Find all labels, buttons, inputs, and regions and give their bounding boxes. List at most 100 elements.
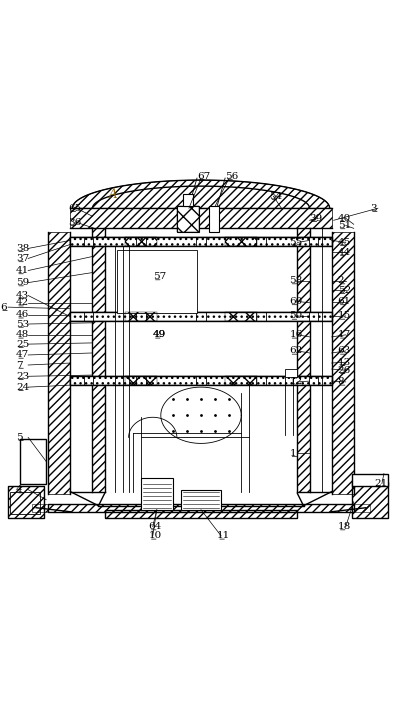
Text: 6: 6	[0, 303, 6, 312]
Bar	[70, 376, 331, 385]
Bar	[8, 486, 44, 518]
Text: 48: 48	[16, 331, 29, 339]
Text: 54: 54	[269, 191, 282, 201]
Text: 1: 1	[289, 449, 295, 458]
Text: 53: 53	[16, 320, 29, 329]
Bar	[176, 206, 198, 232]
Bar	[256, 376, 265, 385]
Bar	[136, 237, 145, 245]
Text: 41: 41	[16, 266, 29, 275]
Text: 49: 49	[152, 331, 166, 339]
Bar	[70, 237, 331, 245]
Text: 38: 38	[16, 244, 29, 253]
Text: 17: 17	[337, 331, 350, 339]
Text: 11: 11	[217, 531, 230, 540]
Bar	[20, 440, 46, 484]
Bar	[70, 312, 331, 321]
Bar	[308, 376, 318, 385]
Bar	[104, 510, 297, 518]
Text: 63: 63	[337, 347, 350, 355]
Text: 37: 37	[16, 254, 29, 263]
Bar	[116, 251, 196, 313]
Bar	[70, 376, 331, 385]
Bar	[285, 369, 297, 377]
Text: 39: 39	[309, 214, 322, 223]
Bar	[48, 504, 353, 512]
Text: 50: 50	[289, 311, 302, 321]
Text: 61: 61	[337, 297, 350, 306]
Bar	[351, 482, 387, 518]
Text: 7: 7	[16, 360, 22, 370]
Bar	[124, 376, 156, 385]
Bar	[104, 510, 297, 518]
Bar	[196, 376, 205, 385]
Bar	[256, 312, 265, 321]
Text: 36: 36	[68, 218, 81, 227]
Bar	[225, 237, 257, 245]
Text: 26: 26	[337, 366, 350, 375]
Text: 60: 60	[289, 297, 302, 306]
Text: 65: 65	[68, 204, 81, 213]
Bar	[70, 208, 331, 228]
Text: 42: 42	[16, 298, 29, 307]
Text: 47: 47	[16, 350, 29, 360]
Bar	[180, 490, 221, 510]
Text: 10: 10	[148, 531, 162, 540]
Bar	[136, 376, 145, 385]
Text: 62: 62	[289, 347, 302, 355]
Bar	[209, 206, 219, 232]
Bar	[353, 504, 369, 512]
Text: 67: 67	[196, 172, 210, 180]
Bar	[225, 376, 257, 385]
Text: 13: 13	[337, 357, 350, 367]
Text: 15: 15	[337, 311, 350, 321]
Text: 4: 4	[16, 485, 22, 494]
Text: 25: 25	[16, 339, 29, 349]
Text: 51: 51	[337, 221, 350, 230]
Text: 3: 3	[369, 204, 375, 213]
Text: 49: 49	[152, 331, 166, 339]
Text: 52: 52	[337, 286, 350, 295]
Text: 58: 58	[289, 276, 302, 285]
Bar	[297, 228, 309, 492]
Text: 44: 44	[337, 248, 350, 257]
Bar	[331, 232, 353, 494]
Text: 2: 2	[337, 276, 343, 285]
Bar	[140, 477, 172, 510]
Bar	[8, 486, 44, 518]
Text: 56: 56	[225, 172, 238, 180]
Bar	[83, 312, 93, 321]
Bar	[124, 237, 156, 245]
Bar	[10, 492, 40, 514]
Text: 40: 40	[337, 214, 350, 223]
Bar	[351, 482, 387, 518]
Bar	[196, 312, 205, 321]
Text: 18: 18	[337, 522, 350, 531]
Bar	[196, 237, 205, 245]
Text: 21: 21	[373, 479, 386, 488]
Text: 23: 23	[16, 372, 29, 380]
Text: 43: 43	[16, 291, 29, 300]
Bar	[182, 194, 192, 206]
Bar	[70, 312, 331, 321]
Bar	[92, 228, 104, 492]
Bar	[176, 206, 198, 232]
Text: 8: 8	[337, 378, 343, 386]
Text: 16: 16	[289, 331, 302, 339]
Text: 59: 59	[16, 278, 29, 287]
Bar	[32, 504, 48, 512]
Bar	[83, 237, 93, 245]
Text: 5: 5	[16, 433, 22, 442]
Bar	[351, 474, 387, 486]
Bar	[124, 312, 156, 321]
Bar	[70, 237, 331, 245]
Bar	[83, 376, 93, 385]
Bar	[225, 312, 257, 321]
Bar	[136, 312, 145, 321]
Text: 46: 46	[16, 310, 29, 319]
Text: 24: 24	[16, 383, 29, 391]
Text: 55: 55	[289, 238, 302, 247]
Text: 64: 64	[148, 522, 162, 531]
Bar	[308, 237, 318, 245]
Text: 12: 12	[289, 378, 302, 386]
